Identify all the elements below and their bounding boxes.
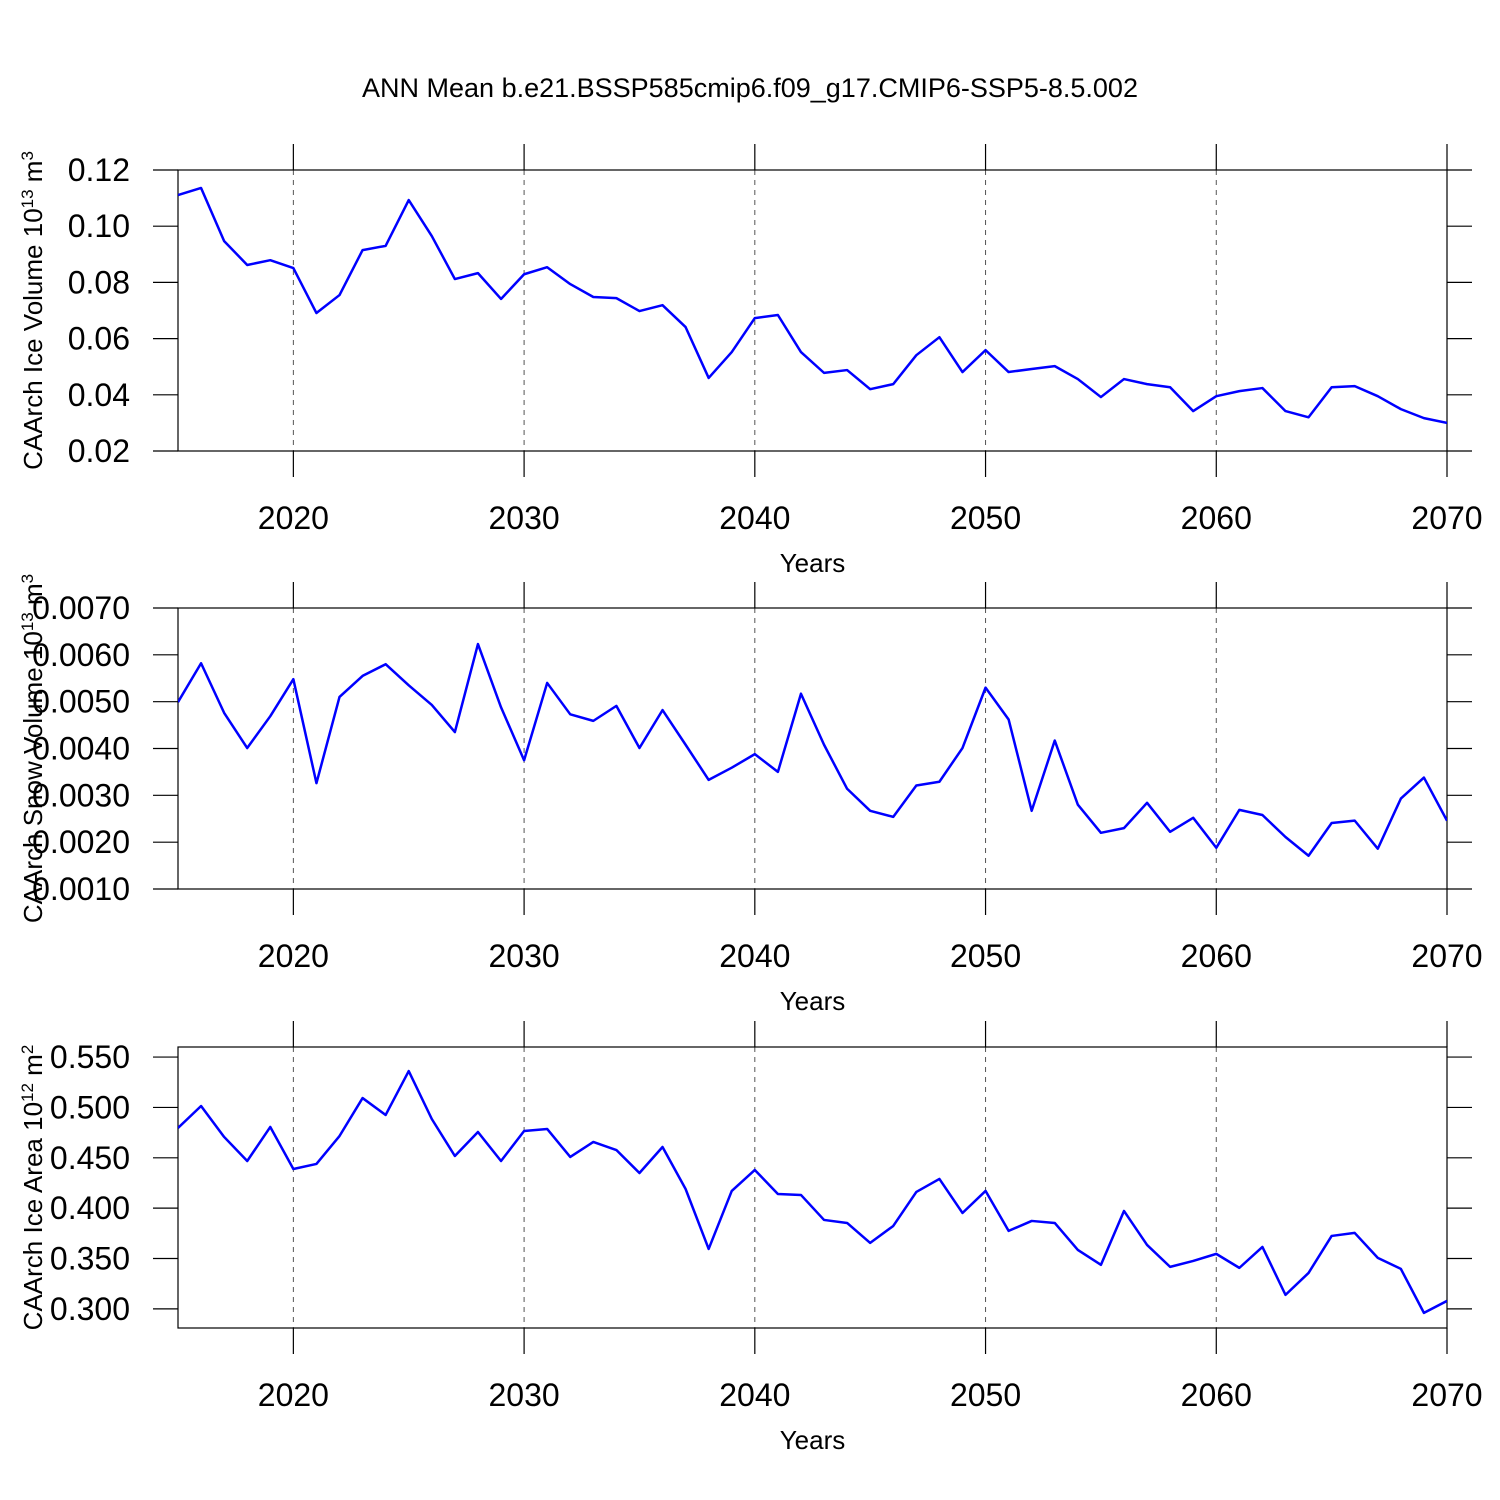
y-axis-label-part: m [18,583,48,612]
plot-frame [177,169,1448,452]
x-tick-label: 2020 [258,500,329,536]
y-tick-label: 0.500 [50,1089,130,1125]
plot-frame [177,607,1448,890]
y-label-group: CAArch Ice Volume 1013 m3 [18,151,49,470]
data-line [178,642,1447,857]
x-tick-label: 2050 [950,938,1021,974]
y-axis-label-part: 12 [18,1083,37,1102]
x-tick-label: 2020 [258,938,329,974]
y-tick-label: 0.0040 [32,731,130,767]
plot-area [178,1069,1447,1315]
x-tick-label: 2060 [1181,1377,1252,1413]
y-axis-label-part: CAArch Snow Volume 10 [18,631,48,923]
x-axis-label: Years [780,548,846,578]
y-axis-label-part: 13 [18,612,37,631]
x-tick-label: 2020 [258,1377,329,1413]
plot-area [178,642,1447,857]
x-tick-label: 2050 [950,500,1021,536]
x-tick-label: 2060 [1181,938,1252,974]
y-axis-label-part: CAArch Ice Area 10 [18,1102,48,1330]
y-tick-label: 0.450 [50,1140,130,1176]
x-tick-label: 2030 [488,938,559,974]
x-tick-label: 2050 [950,1377,1021,1413]
x-axis-label: Years [780,986,846,1016]
y-axis-label-part: 2 [18,1045,37,1054]
y-tick-label: 0.300 [50,1291,130,1327]
x-tick-label: 2070 [1411,1377,1482,1413]
data-line [178,186,1447,425]
y-tick-label: 0.0030 [32,777,130,813]
y-label-group: CAArch Snow Volume 1013 m3 [18,574,49,923]
y-axis-label-part: 3 [18,151,37,160]
y-axis-label-part: 13 [18,189,37,208]
y-tick-label: 0.06 [68,321,130,357]
y-axis-label-part: m [18,1054,48,1083]
x-tick-label: 2040 [719,500,790,536]
y-tick-label: 0.0070 [32,590,130,626]
panel: 2020 2030 2040 2050 2060 2070 0.0010 0.0020 0.00… [18,574,1483,1016]
y-axis-label: CAArch Snow Volume 1013 m3 [18,574,49,923]
y-tick-label: 0.550 [50,1039,130,1075]
x-tick-label: 2040 [719,1377,790,1413]
plot-frame [177,1046,1448,1329]
y-axis-label-part: 3 [18,574,37,583]
y-tick-label: 0.0060 [32,637,130,673]
panel: 2020 2030 2040 2050 2060 2070 0.300 0.350 0.400 0… [18,1021,1483,1455]
y-tick-label: 0.10 [68,208,130,244]
y-tick-label: 0.02 [68,433,130,469]
x-tick-label: 2060 [1181,500,1252,536]
y-tick-label: 0.04 [68,377,130,413]
data-line [178,1069,1447,1315]
x-tick-label: 2030 [488,1377,559,1413]
y-tick-label: 0.400 [50,1190,130,1226]
x-tick-label: 2030 [488,500,559,536]
x-tick-label: 2040 [719,938,790,974]
y-tick-label: 0.0020 [32,824,130,860]
x-axis-label: Years [780,1425,846,1455]
y-tick-label: 0.0010 [32,871,130,907]
y-axis-label: CAArch Ice Area 1012 m2 [18,1045,49,1331]
y-axis-label-part: CAArch Ice Volume 10 [18,208,48,470]
y-tick-label: 0.350 [50,1241,130,1277]
x-tick-label: 2070 [1411,938,1482,974]
y-tick-label: 0.12 [68,152,130,188]
panel: 2020 2030 2040 2050 2060 2070 0.02 0.04 0.06 0.08… [18,144,1483,578]
plot-area [178,186,1447,425]
chart-title: ANN Mean b.e21.BSSP585cmip6.f09_g17.CMIP… [362,73,1138,103]
y-axis-label-part: m [18,161,48,190]
y-tick-label: 0.0050 [32,684,130,720]
x-tick-label: 2070 [1411,500,1482,536]
y-tick-label: 0.08 [68,264,130,300]
y-label-group: CAArch Ice Area 1012 m2 [18,1045,49,1331]
y-axis-label: CAArch Ice Volume 1013 m3 [18,151,49,470]
